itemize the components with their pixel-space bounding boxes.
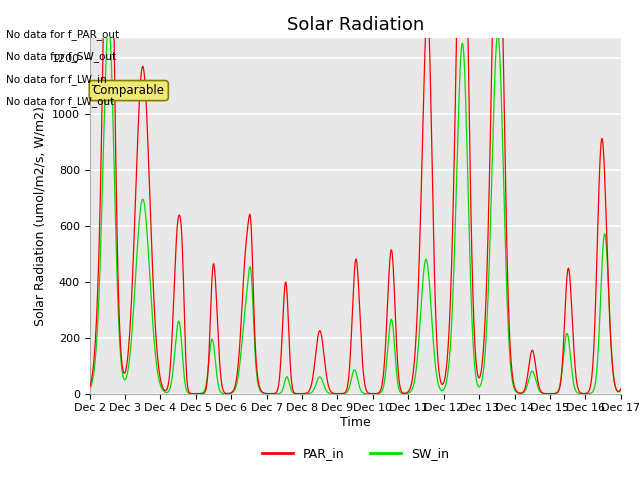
Y-axis label: Solar Radiation (umol/m2/s, W/m2): Solar Radiation (umol/m2/s, W/m2) (33, 106, 46, 326)
Text: No data for f_LW_in: No data for f_LW_in (6, 74, 107, 85)
Title: Solar Radiation: Solar Radiation (287, 16, 424, 34)
Text: No data for f_SW_out: No data for f_SW_out (6, 51, 116, 62)
X-axis label: Time: Time (340, 416, 371, 429)
Legend: PAR_in, SW_in: PAR_in, SW_in (257, 443, 454, 466)
Text: No data for f_LW_out: No data for f_LW_out (6, 96, 115, 108)
Text: Comparable: Comparable (93, 84, 165, 97)
Text: No data for f_PAR_out: No data for f_PAR_out (6, 29, 120, 40)
